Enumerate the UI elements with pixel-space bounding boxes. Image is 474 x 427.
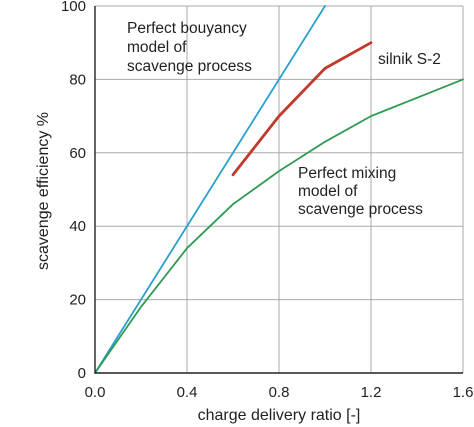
annotation-mixing-line: scavenge process	[298, 201, 423, 218]
y-tick-label: 60	[69, 145, 86, 162]
annotation-mixing-line: Perfect mixing	[298, 165, 396, 182]
grid	[95, 5, 464, 373]
x-tick-label: 0.4	[177, 384, 198, 401]
y-tick-label: 20	[69, 292, 86, 309]
x-tick-label: 1.6	[453, 384, 474, 401]
annotation-bouyancy-line: model of	[127, 39, 187, 56]
series-line-bouyancy	[94, 5, 326, 374]
annotation-bouyancy-line: scavenge process	[127, 58, 252, 75]
x-tick-label: 1.2	[361, 384, 382, 401]
annotation-silnik-line: silnik S-2	[378, 51, 441, 68]
x-axis-title: charge delivery ratio [-]	[198, 407, 361, 424]
x-tick-label: 0.8	[269, 384, 290, 401]
y-tick-label: 80	[69, 71, 86, 88]
axes	[94, 6, 463, 374]
series-lines	[94, 5, 464, 374]
annotation-bouyancy-line: Perfect bouyancy	[127, 20, 247, 37]
series-line-silnik	[231, 41, 373, 177]
y-tick-label: 40	[69, 218, 86, 235]
annotation-mixing-line: model of	[298, 183, 358, 200]
tick-labels: 0.0 0.4 0.8 1.2 1.6 0 20 40 60 80 100	[61, 0, 473, 401]
series-line-mixing	[94, 78, 464, 374]
x-tick-label: 0.0	[85, 384, 106, 401]
y-axis-title: scavenge efficiency %	[35, 112, 52, 270]
y-tick-label: 0	[78, 365, 86, 382]
y-tick-label: 100	[61, 0, 86, 15]
